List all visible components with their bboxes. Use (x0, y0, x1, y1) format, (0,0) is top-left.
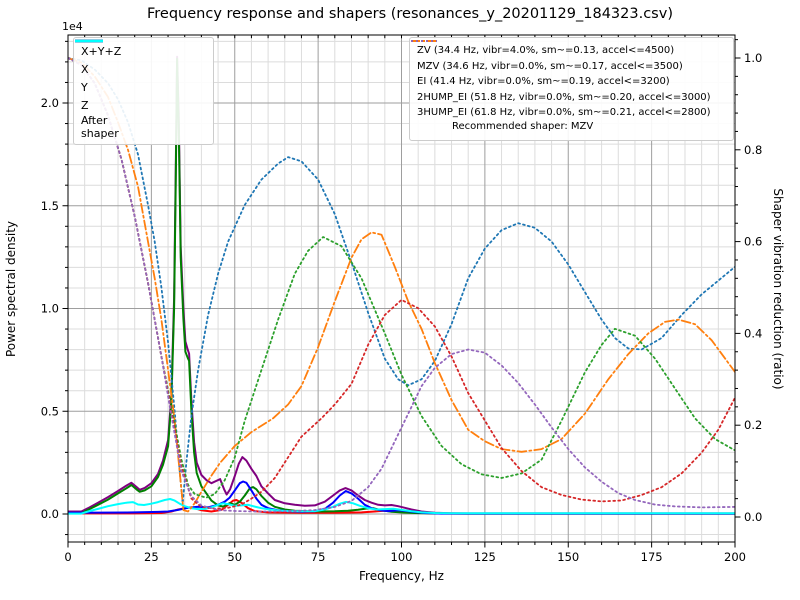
legend-entry: X+Y+Z (75, 39, 205, 61)
curve-mzv (68, 57, 735, 513)
legend-entry-label: EI (41.4 Hz, vibr=0.0%, sm~=0.19, accel<… (417, 76, 670, 87)
x-tick-label: 50 (227, 550, 242, 564)
chart-title: Frequency response and shapers (resonanc… (147, 6, 673, 22)
y-left-tick-label: 0.0 (41, 507, 59, 521)
legend-entry: MZV (34.6 Hz, vibr=0.0%, sm~=0.17, accel… (411, 40, 725, 75)
x-axis-label: Frequency, Hz (359, 569, 444, 583)
y-right-tick-label: 0.6 (744, 235, 762, 249)
curves (68, 55, 735, 515)
legend-entry-label: Y (81, 80, 88, 94)
legend-entry: After shaper (75, 39, 205, 140)
legend-entry: EI (41.4 Hz, vibr=0.0%, sm~=0.19, accel<… (411, 40, 725, 90)
ticks: 0 25 50 75 100 125 150 175 200 0.0 0.5 1.0 1.5 2.0 0.0… (41, 35, 762, 564)
y-axis-right-label: Shaper vibration reduction (ratio) (771, 188, 785, 390)
y-right-tick-label: 1.0 (744, 51, 762, 65)
legend-entry-label: X+Y+Z (81, 44, 122, 58)
legend-entry-label: X (81, 62, 89, 76)
legend-entry: ZV (34.4 Hz, vibr=4.0%, sm~=0.13, accel<… (411, 40, 725, 59)
y-left-tick-label: 1.5 (41, 199, 59, 213)
legend-entry: 2HUMP_EI (51.8 Hz, vibr=0.0%, sm~=0.20, … (411, 40, 725, 106)
y-right-tick-label: 0.4 (744, 326, 762, 340)
x-tick-label: 150 (557, 550, 579, 564)
legend-entry: X (75, 39, 205, 79)
curve-x-y-z (68, 55, 735, 515)
legend-entry: 3HUMP_EI (61.8 Hz, vibr=0.0%, sm~=0.21, … (411, 40, 725, 121)
curve-y (68, 57, 735, 515)
x-tick-label: 25 (144, 550, 159, 564)
x-tick-label: 100 (391, 550, 413, 564)
psd-legend: X+Y+Z X Y Z After shaper (73, 37, 214, 146)
x-tick-label: 200 (724, 550, 746, 564)
y-axis-offset-label: 1e4 (62, 20, 83, 33)
curve-zv (68, 57, 735, 505)
x-tick-label: 75 (311, 550, 326, 564)
legend-line-icon (75, 39, 103, 43)
x-tick-label: 0 (64, 550, 71, 564)
x-tick-label: 125 (474, 550, 496, 564)
y-right-tick-label: 0.8 (744, 143, 762, 157)
y-left-tick-label: 1.0 (41, 302, 59, 316)
legend-entry-label: 3HUMP_EI (61.8 Hz, vibr=0.0%, sm~=0.21, … (417, 107, 711, 118)
y-axis-left-label: Power spectral density (4, 220, 18, 358)
legend-entry-label: Z (81, 98, 89, 112)
y-left-tick-label: 2.0 (41, 96, 59, 110)
y-left-tick-label: 0.5 (41, 404, 59, 418)
legend-entry-label: MZV (34.6 Hz, vibr=0.0%, sm~=0.17, accel… (417, 60, 683, 72)
legend-entry-label: 2HUMP_EI (51.8 Hz, vibr=0.0%, sm~=0.20, … (417, 91, 711, 103)
curve-2hump-ei (68, 57, 735, 510)
legend-line-icon (411, 40, 437, 42)
y-right-tick-label: 0.2 (744, 418, 762, 432)
curve-3hump-ei (68, 57, 735, 513)
legend-entry-label: After shaper (81, 114, 119, 140)
y-right-tick-label: 0.0 (744, 510, 762, 524)
recommended-shaper-note: Recommended shaper: MZV (452, 120, 594, 132)
x-tick-label: 175 (641, 550, 663, 564)
shaper-legend: ZV (34.4 Hz, vibr=4.0%, sm~=0.13, accel<… (409, 37, 734, 141)
legend-entry: Y (75, 39, 205, 97)
legend-entry-label: ZV (34.4 Hz, vibr=4.0%, sm~=0.13, accel<… (417, 45, 675, 56)
legend-entry: Z (75, 39, 205, 115)
